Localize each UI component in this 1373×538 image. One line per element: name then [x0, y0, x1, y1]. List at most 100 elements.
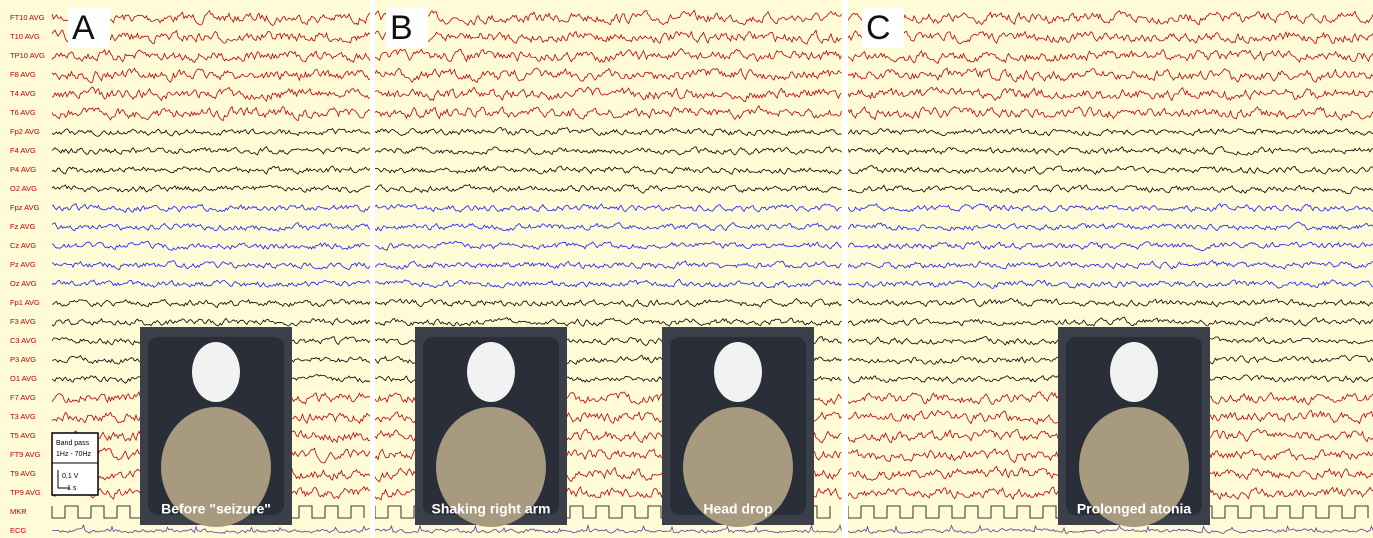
- photo-head: [1110, 342, 1158, 402]
- eeg-trace: [52, 523, 371, 534]
- eeg-trace: [51, 279, 371, 288]
- eeg-trace: [847, 86, 1373, 102]
- panel-gap: [842, 0, 848, 538]
- photo-body: [1079, 407, 1189, 527]
- eeg-trace: [847, 105, 1373, 121]
- eeg-trace: [374, 29, 842, 45]
- letter-box: [862, 8, 904, 48]
- photo-caption: Head drop: [703, 501, 772, 517]
- eeg-trace: [374, 523, 842, 534]
- eeg-trace: [847, 203, 1373, 213]
- eeg-trace: [51, 146, 371, 156]
- channel-label: ECG: [10, 526, 26, 535]
- channel-label: C3 AVG: [10, 336, 37, 345]
- scale-text: 1 s: [67, 485, 77, 492]
- eeg-trace: [52, 298, 371, 309]
- eeg-trace: [51, 86, 371, 102]
- photo-caption: Before "seizure": [161, 501, 271, 517]
- eeg-trace: [51, 222, 371, 232]
- eeg-trace: [374, 222, 842, 232]
- channel-label: Oz AVG: [10, 279, 37, 288]
- channel-label: Fp1 AVG: [10, 298, 40, 307]
- photo-caption: Prolonged atonia: [1077, 501, 1192, 517]
- eeg-trace: [51, 317, 371, 327]
- scale-text: 0,1 V: [62, 473, 79, 480]
- letter-box: [386, 8, 428, 48]
- channel-label: T5 AVG: [10, 431, 36, 440]
- channel-label: Fz AVG: [10, 222, 35, 231]
- channel-label: FT9 AVG: [10, 450, 40, 459]
- eeg-trace: [847, 48, 1373, 64]
- channel-label: Fpz AVG: [10, 203, 40, 212]
- channel-label: O2 AVG: [10, 184, 37, 193]
- channel-label: O1 AVG: [10, 374, 37, 383]
- eeg-trace: [51, 240, 371, 251]
- eeg-trace: [374, 165, 842, 175]
- channel-label: Cz AVG: [10, 241, 36, 250]
- eeg-trace: [51, 260, 371, 270]
- panel-letter: C: [866, 9, 891, 47]
- eeg-trace: [374, 86, 842, 102]
- eeg-trace: [847, 145, 1373, 156]
- eeg-trace: [847, 29, 1373, 45]
- photo-head: [467, 342, 515, 402]
- channel-label: T9 AVG: [10, 469, 36, 478]
- photo-body: [683, 407, 793, 527]
- eeg-trace: [847, 241, 1373, 252]
- eeg-trace: [847, 524, 1373, 534]
- eeg-trace: [847, 316, 1373, 327]
- photo-head: [714, 342, 762, 402]
- eeg-trace: [374, 260, 842, 270]
- scale-bar: [57, 470, 70, 489]
- channel-label: FT10 AVG: [10, 13, 45, 22]
- letter-box: [68, 8, 110, 48]
- eeg-trace: [374, 9, 842, 27]
- channel-label: Pz AVG: [10, 260, 36, 269]
- eeg-trace: [847, 10, 1373, 26]
- eeg-trace: [51, 48, 371, 64]
- channel-label: F3 AVG: [10, 317, 36, 326]
- eeg-trace: [374, 203, 842, 213]
- channel-label: F8 AVG: [10, 70, 36, 79]
- eeg-trace: [847, 279, 1373, 289]
- eeg-trace: [374, 105, 842, 121]
- panel-gap: [370, 0, 375, 538]
- eeg-trace: [374, 298, 842, 308]
- photo-body: [436, 407, 546, 527]
- panel-letter: A: [72, 9, 95, 47]
- eeg-trace: [374, 240, 842, 251]
- channel-label: T6 AVG: [10, 108, 36, 117]
- channel-label: T10 AVG: [10, 32, 40, 41]
- eeg-trace: [848, 165, 1373, 175]
- channel-label: T3 AVG: [10, 412, 36, 421]
- eeg-trace: [847, 184, 1373, 195]
- channel-label: MKR: [10, 507, 27, 516]
- channel-label: F4 AVG: [10, 146, 36, 155]
- eeg-trace: [847, 298, 1373, 308]
- channel-label: Fp2 AVG: [10, 127, 40, 136]
- eeg-trace: [847, 221, 1373, 232]
- eeg-trace: [374, 146, 842, 156]
- scale-box: [51, 432, 99, 496]
- photo-caption: Shaking right arm: [431, 501, 550, 517]
- scale-text: Band pass: [56, 440, 90, 447]
- eeg-trace: [51, 184, 371, 194]
- scale-text: 1Hz - 70Hz: [56, 451, 92, 458]
- eeg-trace: [51, 165, 371, 175]
- eeg-trace: [374, 48, 842, 63]
- eeg-trace: [51, 203, 371, 213]
- channel-label: TP9 AVG: [10, 488, 41, 497]
- channel-label: TP10 AVG: [10, 51, 45, 60]
- channel-label: T4 AVG: [10, 89, 36, 98]
- eeg-trace: [374, 278, 842, 289]
- eeg-trace: [374, 316, 842, 327]
- eeg-trace: [51, 128, 371, 137]
- channel-label: P4 AVG: [10, 165, 36, 174]
- eeg-trace: [374, 126, 842, 137]
- eeg-trace: [847, 67, 1373, 83]
- eeg-trace: [51, 67, 371, 84]
- channel-label: F7 AVG: [10, 393, 36, 402]
- eeg-trace: [374, 183, 842, 194]
- eeg-trace: [374, 67, 842, 84]
